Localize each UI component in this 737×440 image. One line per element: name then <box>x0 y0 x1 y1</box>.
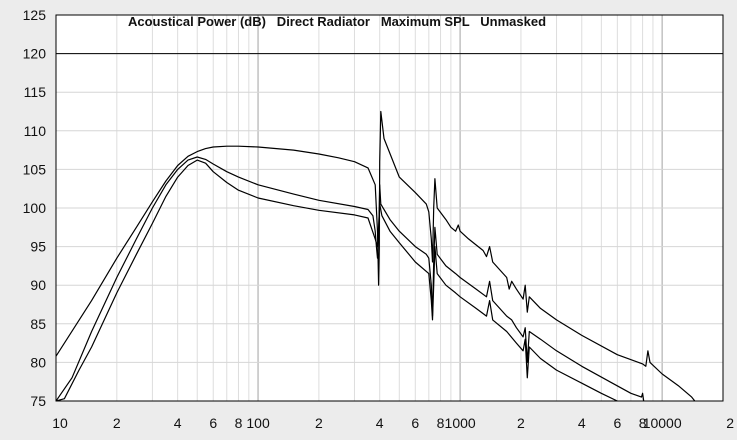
x-tick-label: 4 <box>174 415 182 431</box>
x-tick-label: 6 <box>411 415 419 431</box>
x-tick-label: 6 <box>613 415 621 431</box>
x-tick-label: 2 <box>517 415 525 431</box>
x-tick-label: 2 <box>315 415 323 431</box>
y-tick-label: 105 <box>23 161 47 177</box>
x-tick-label: 10000 <box>643 415 682 431</box>
series-line-2 <box>56 156 645 401</box>
x-tick-label: 8 <box>639 415 647 431</box>
x-tick-label: 100 <box>246 415 270 431</box>
x-tick-label: 1000 <box>445 415 476 431</box>
y-tick-label: 85 <box>30 316 46 332</box>
x-tick-label: 4 <box>578 415 586 431</box>
y-tick-label: 115 <box>24 84 47 100</box>
x-tick-label: 6 <box>209 415 217 431</box>
series-line-1 <box>56 110 696 401</box>
x-tick-label: 8 <box>235 415 243 431</box>
y-tick-label: 95 <box>30 239 46 255</box>
y-tick-label: 100 <box>23 200 47 216</box>
x-tick-label: 10 <box>52 415 68 431</box>
x-tick-label: 2 <box>113 415 121 431</box>
series-line-3 <box>56 159 618 401</box>
plot-border <box>55 14 724 402</box>
x-tick-label: 8 <box>437 415 445 431</box>
y-tick-label: 125 <box>23 7 47 23</box>
y-tick-label: 75 <box>30 393 46 409</box>
y-tick-label: 80 <box>30 354 46 370</box>
y-tick-label: 120 <box>23 46 47 62</box>
x-tick-label: 2 <box>726 415 734 431</box>
y-tick-label: 110 <box>24 123 47 139</box>
x-tick-label: 4 <box>376 415 384 431</box>
chart-title: Acoustical Power (dB) Direct Radiator Ma… <box>128 14 546 29</box>
y-tick-label: 90 <box>30 277 46 293</box>
